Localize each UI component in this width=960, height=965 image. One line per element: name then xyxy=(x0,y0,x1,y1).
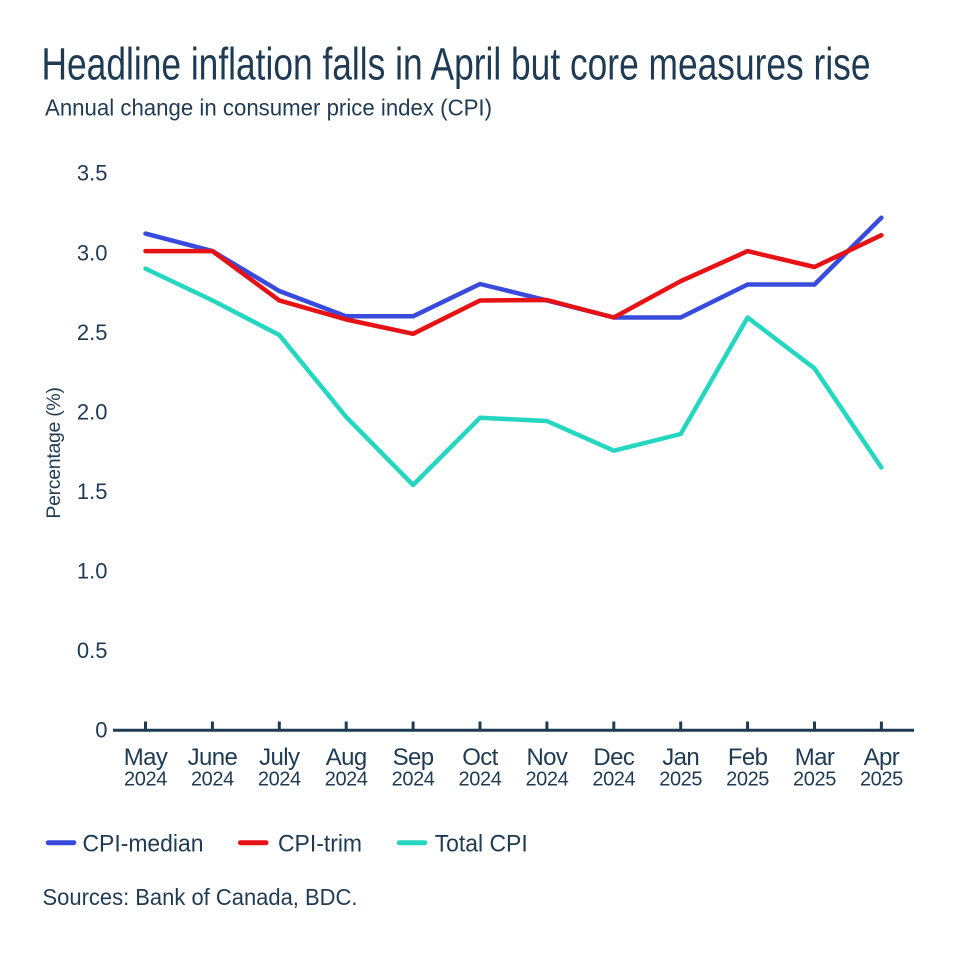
svg-text:July: July xyxy=(259,744,300,771)
svg-text:Mar: Mar xyxy=(795,744,835,771)
svg-text:2024: 2024 xyxy=(592,769,635,791)
svg-text:2.0: 2.0 xyxy=(77,399,108,424)
svg-text:Aug: Aug xyxy=(326,744,367,771)
svg-text:Apr: Apr xyxy=(864,744,900,771)
svg-text:3.5: 3.5 xyxy=(77,161,108,186)
svg-text:2024: 2024 xyxy=(258,769,301,791)
svg-text:Headline inflation falls in Ap: Headline inflation falls in April but co… xyxy=(42,38,871,89)
svg-text:Total CPI: Total CPI xyxy=(435,830,528,857)
svg-text:Jan: Jan xyxy=(662,744,699,771)
svg-text:3.0: 3.0 xyxy=(77,240,108,265)
svg-text:2025: 2025 xyxy=(793,769,836,791)
svg-text:2.5: 2.5 xyxy=(77,320,108,345)
svg-text:2025: 2025 xyxy=(726,769,769,791)
svg-text:CPI-median: CPI-median xyxy=(83,830,204,857)
svg-text:2024: 2024 xyxy=(325,769,368,791)
svg-text:2024: 2024 xyxy=(124,769,167,791)
svg-text:Nov: Nov xyxy=(526,744,567,771)
svg-text:2024: 2024 xyxy=(525,769,568,791)
svg-text:Annual change in consumer pric: Annual change in consumer price index (C… xyxy=(45,95,492,121)
svg-text:0.5: 0.5 xyxy=(77,638,108,663)
svg-text:2024: 2024 xyxy=(459,769,502,791)
svg-text:CPI-trim: CPI-trim xyxy=(278,830,362,857)
svg-text:Percentage (%): Percentage (%) xyxy=(43,387,65,518)
svg-text:Feb: Feb xyxy=(728,744,768,771)
svg-text:Sources: Bank of Canada, BDC.: Sources: Bank of Canada, BDC. xyxy=(43,884,358,910)
svg-text:June: June xyxy=(188,744,238,771)
svg-text:Dec: Dec xyxy=(593,744,634,771)
svg-text:Oct: Oct xyxy=(462,744,498,771)
svg-text:2025: 2025 xyxy=(659,769,702,791)
svg-text:2024: 2024 xyxy=(392,769,435,791)
svg-text:May: May xyxy=(124,744,168,771)
svg-text:0: 0 xyxy=(95,718,107,743)
svg-text:2025: 2025 xyxy=(860,769,903,791)
svg-text:1.5: 1.5 xyxy=(77,479,108,504)
svg-text:Sep: Sep xyxy=(393,744,434,771)
svg-text:1.0: 1.0 xyxy=(77,559,108,584)
svg-text:2024: 2024 xyxy=(191,769,234,791)
